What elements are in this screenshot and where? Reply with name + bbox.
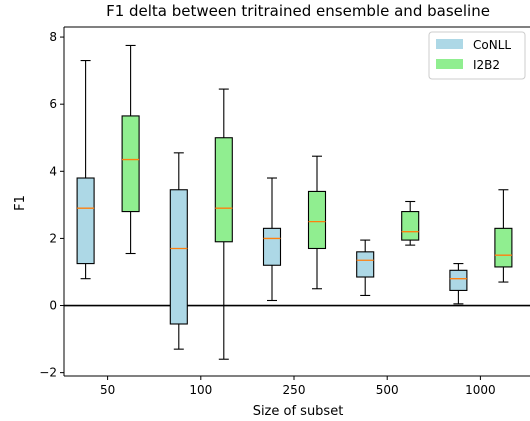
chart-title: F1 delta between tritrained ensemble and… <box>106 2 490 20</box>
x-tick-label: 1000 <box>465 383 496 397</box>
legend-label-conll: CoNLL <box>473 38 511 52</box>
y-tick-label: 0 <box>49 299 57 313</box>
box-iqr <box>356 251 375 278</box>
box-iqr <box>262 227 282 266</box>
box-conll-250 <box>262 177 282 302</box>
box-iqr <box>169 189 188 325</box>
y-tick-label: 2 <box>49 231 57 245</box>
box-conll-1000 <box>449 263 468 305</box>
box-i2b2-1000 <box>494 189 513 283</box>
box-iqr <box>494 227 513 268</box>
box-conll-50 <box>76 60 95 280</box>
legend-label-i2b2: I2B2 <box>473 58 500 72</box>
box-iqr <box>214 137 233 243</box>
box-iqr <box>121 115 140 213</box>
y-tick-label: 8 <box>49 30 57 44</box>
x-axis-label: Size of subset <box>253 404 344 419</box>
legend: CoNLL I2B2 <box>428 31 526 80</box>
box-i2b2-100 <box>214 88 233 360</box>
x-tick-label: 500 <box>376 383 399 397</box>
plot-area: −2 0 2 4 6 8 50 100 250 500 1000 <box>39 26 530 397</box>
legend-swatch-conll <box>436 39 463 49</box>
box-i2b2-250 <box>307 155 327 290</box>
y-tick-label: 4 <box>49 164 57 178</box>
box-conll-500 <box>356 239 375 297</box>
box-i2b2-50 <box>121 44 140 255</box>
x-tick-label: 250 <box>283 383 306 397</box>
y-tick-label: 6 <box>49 97 57 111</box>
box-i2b2-500 <box>401 200 420 246</box>
box-iqr <box>76 177 95 265</box>
box-iqr <box>449 269 468 291</box>
x-tick-label: 50 <box>100 383 115 397</box>
y-tick-label: −2 <box>39 366 57 380</box>
box-iqr <box>401 211 420 241</box>
box-iqr <box>307 190 327 250</box>
legend-swatch-i2b2 <box>436 59 463 69</box>
box-conll-100 <box>169 152 188 350</box>
y-axis-label: F1 <box>13 195 28 211</box>
x-tick-label: 100 <box>189 383 212 397</box>
